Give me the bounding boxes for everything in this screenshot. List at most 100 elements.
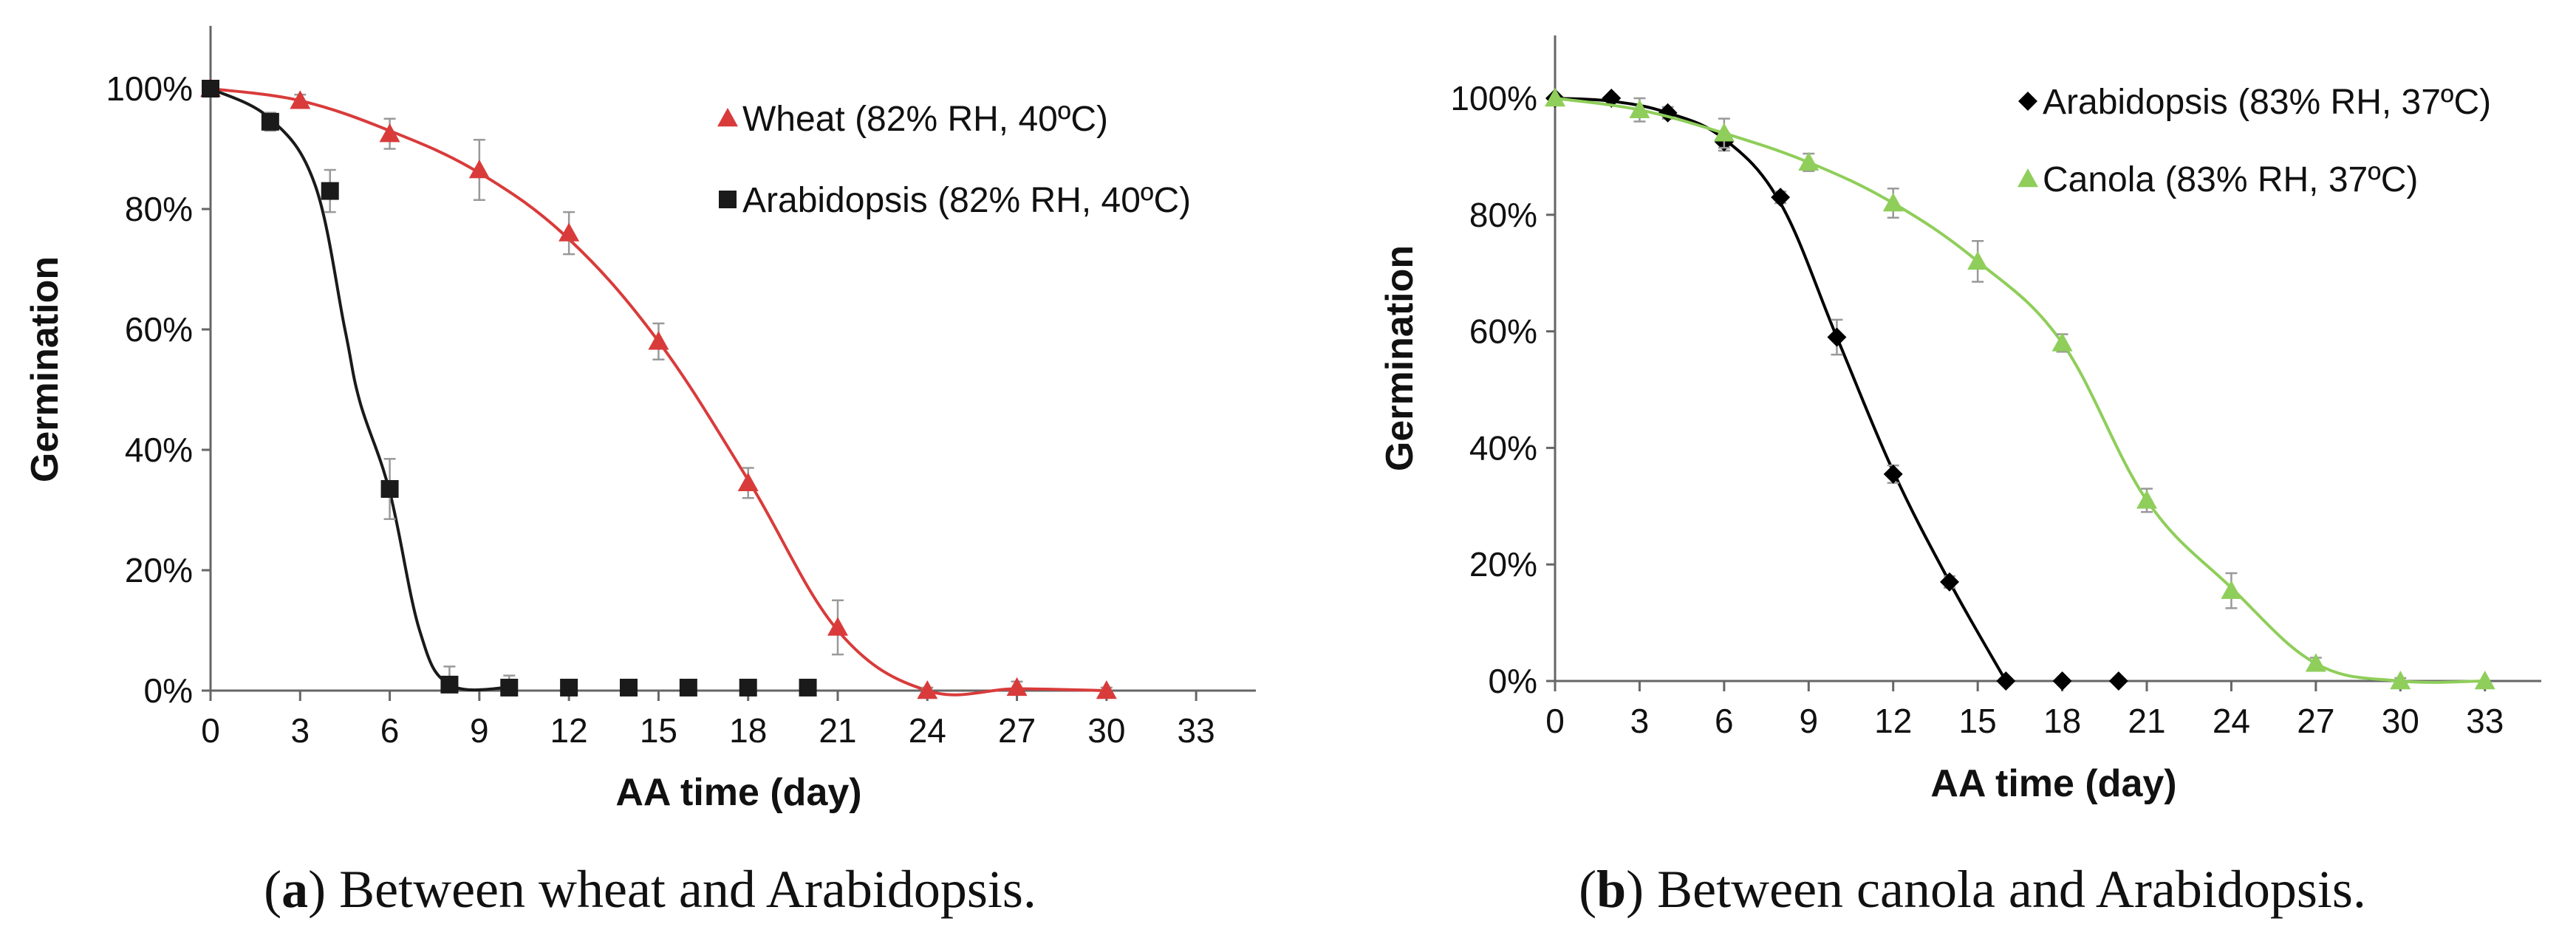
chart-a-caption-text: Between wheat and Arabidopsis. (326, 860, 1036, 919)
chart-a-data-point (380, 479, 399, 498)
chart-a-x-tick-label: 15 (640, 711, 677, 750)
chart-b-data-point (1771, 188, 1791, 208)
chart-a-x-tick-label: 9 (470, 711, 489, 750)
chart-b-legend-marker (2018, 168, 2038, 188)
chart-a-data-point (500, 678, 519, 697)
chart-a-x-tick-label: 0 (201, 711, 220, 750)
chart-b-data-point (2474, 671, 2495, 690)
chart-a-series-line (210, 87, 510, 692)
chart-a-data-point (799, 678, 817, 697)
chart-a-x-tick-label: 6 (380, 711, 400, 750)
chart-a-data-point (1006, 677, 1028, 697)
chart-b-data-point (1798, 151, 1820, 171)
chart-b-legend-marker (2018, 92, 2037, 111)
chart-b-y-tick-label: 80% (1469, 196, 1537, 234)
chart-a-data-point (679, 678, 697, 697)
chart-b-data-point (1629, 99, 1650, 118)
chart-b-series-1 (1545, 88, 2495, 690)
chart-a-data-point (379, 123, 400, 143)
chart-b-data-point (1883, 464, 1903, 484)
chart-a-legend: Wheat (82% RH, 40ºC) Arabidopsis (82% RH,… (717, 100, 1191, 220)
chart-a-caption: (a) Between wheat and Arabidopsis. (264, 860, 1036, 919)
chart-b-data-point (2051, 332, 2073, 352)
chart-b-x-tick-label: 9 (1799, 702, 1818, 740)
chart-a-caption-letter: a (281, 860, 308, 919)
chart-b-x-tick-label: 15 (1959, 702, 1997, 740)
chart-a-y-tick-label: 100% (106, 69, 193, 108)
chart-b-series-line (1554, 97, 2008, 682)
chart-a-x-tick-label: 12 (550, 711, 588, 750)
chart-a: 0% 20% 40% 60% 80% 100% 0 3 6 9 12 15 18 21 24 27 30 33 W… (24, 26, 1256, 919)
chart-b-data-point (1967, 250, 1989, 270)
chart-b-x-tick-label: 6 (1715, 702, 1734, 740)
chart-a-series-line (210, 87, 1107, 697)
chart-b-data-point (2390, 671, 2411, 690)
chart-b-data-point (2305, 653, 2326, 672)
chart-b-data-point (1940, 572, 1959, 592)
chart-b-data-point (2136, 490, 2157, 509)
chart-b-series-0 (1545, 89, 2128, 691)
chart-a-x-tick-label: 33 (1178, 711, 1215, 750)
chart-a-data-point (290, 90, 311, 109)
chart-a-data-point (1096, 680, 1117, 699)
chart-a-ylabel: Germination (24, 256, 66, 482)
chart-b-data-point (2221, 580, 2242, 599)
chart-b: 0% 20% 40% 60% 80% 100% 0 3 6 9 12 15 18 21 24 27 30 33 A… (1378, 35, 2541, 919)
chart-a-data-point (560, 678, 578, 697)
chart-b-y-tick-label: 60% (1469, 312, 1537, 351)
chart-b-caption-text: Between canola and Arabidopsis. (1644, 860, 2366, 919)
chart-a-data-point (202, 80, 219, 97)
chart-a-data-point (648, 331, 669, 350)
chart-b-ylabel: Germination (1378, 245, 1421, 471)
chart-b-legend-label: Canola (83% RH, 37ºC) (2043, 160, 2418, 199)
chart-a-series-1 (202, 80, 817, 697)
chart-a-x-tick-label: 24 (909, 711, 946, 750)
chart-a-y-tick-label: 60% (125, 310, 193, 349)
chart-a-legend-label: Arabidopsis (82% RH, 40ºC) (742, 181, 1191, 220)
chart-b-x-tick-label: 21 (2128, 702, 2165, 740)
chart-b-y-tick-label: 100% (1450, 79, 1537, 117)
chart-b-legend-label: Arabidopsis (83% RH, 37ºC) (2043, 83, 2491, 122)
chart-a-data-point (468, 160, 490, 179)
chart-b-x-tick-label: 12 (1874, 702, 1912, 740)
chart-b-data-point (2052, 671, 2072, 691)
chart-b-data-point (1882, 193, 1904, 212)
chart-a-data-point (620, 678, 638, 697)
chart-a-xlabel: AA time (day) (615, 771, 861, 814)
chart-a-series-0 (200, 78, 1117, 699)
chart-a-legend-marker (719, 191, 737, 208)
chart-b-x-tick-label: 30 (2382, 702, 2419, 740)
chart-a-x-tick-label: 27 (998, 711, 1036, 750)
chart-b-caption: (b) Between canola and Arabidopsis. (1579, 860, 2366, 919)
chart-a-data-point (737, 472, 759, 492)
chart-b-y-tick-label: 0% (1489, 662, 1537, 700)
chart-b-data-point (1996, 671, 2016, 691)
chart-a-x-tick-label: 30 (1087, 711, 1125, 750)
chart-a-x-tick-label: 21 (819, 711, 856, 750)
chart-b-data-point (1827, 327, 1847, 347)
chart-b-x-tick-label: 0 (1545, 702, 1565, 740)
chart-b-data-point (1545, 88, 1565, 107)
chart-a-data-point (917, 680, 938, 699)
chart-b-axes: 0% 20% 40% 60% 80% 100% 0 3 6 9 12 15 18 21 24 27 30 33 (1450, 35, 2541, 740)
chart-a-x-tick-label: 3 (290, 711, 310, 750)
chart-a-y-tick-label: 80% (125, 190, 193, 228)
chart-a-x-tick-label: 18 (729, 711, 767, 750)
chart-a-y-tick-label: 20% (125, 551, 193, 589)
chart-a-y-tick-label: 40% (125, 431, 193, 469)
chart-a-data-point (321, 182, 339, 200)
chart-a-legend-marker (717, 108, 738, 127)
chart-a-y-tick-label: 0% (144, 671, 193, 710)
chart-b-series (1545, 88, 2495, 691)
chart-a-data-point (739, 678, 757, 697)
chart-a-data-point (261, 112, 279, 131)
chart-b-xlabel: AA time (day) (1930, 762, 2176, 805)
chart-b-data-point (1713, 123, 1735, 142)
chart-a-data-point (827, 617, 848, 636)
chart-b-legend: Arabidopsis (83% RH, 37ºC) Canola (83% RH… (2018, 83, 2491, 199)
chart-b-y-tick-label: 40% (1469, 428, 1537, 467)
chart-b-x-tick-label: 18 (2043, 702, 2081, 740)
chart-b-data-point (2108, 671, 2128, 691)
chart-b-x-tick-label: 24 (2213, 702, 2250, 740)
